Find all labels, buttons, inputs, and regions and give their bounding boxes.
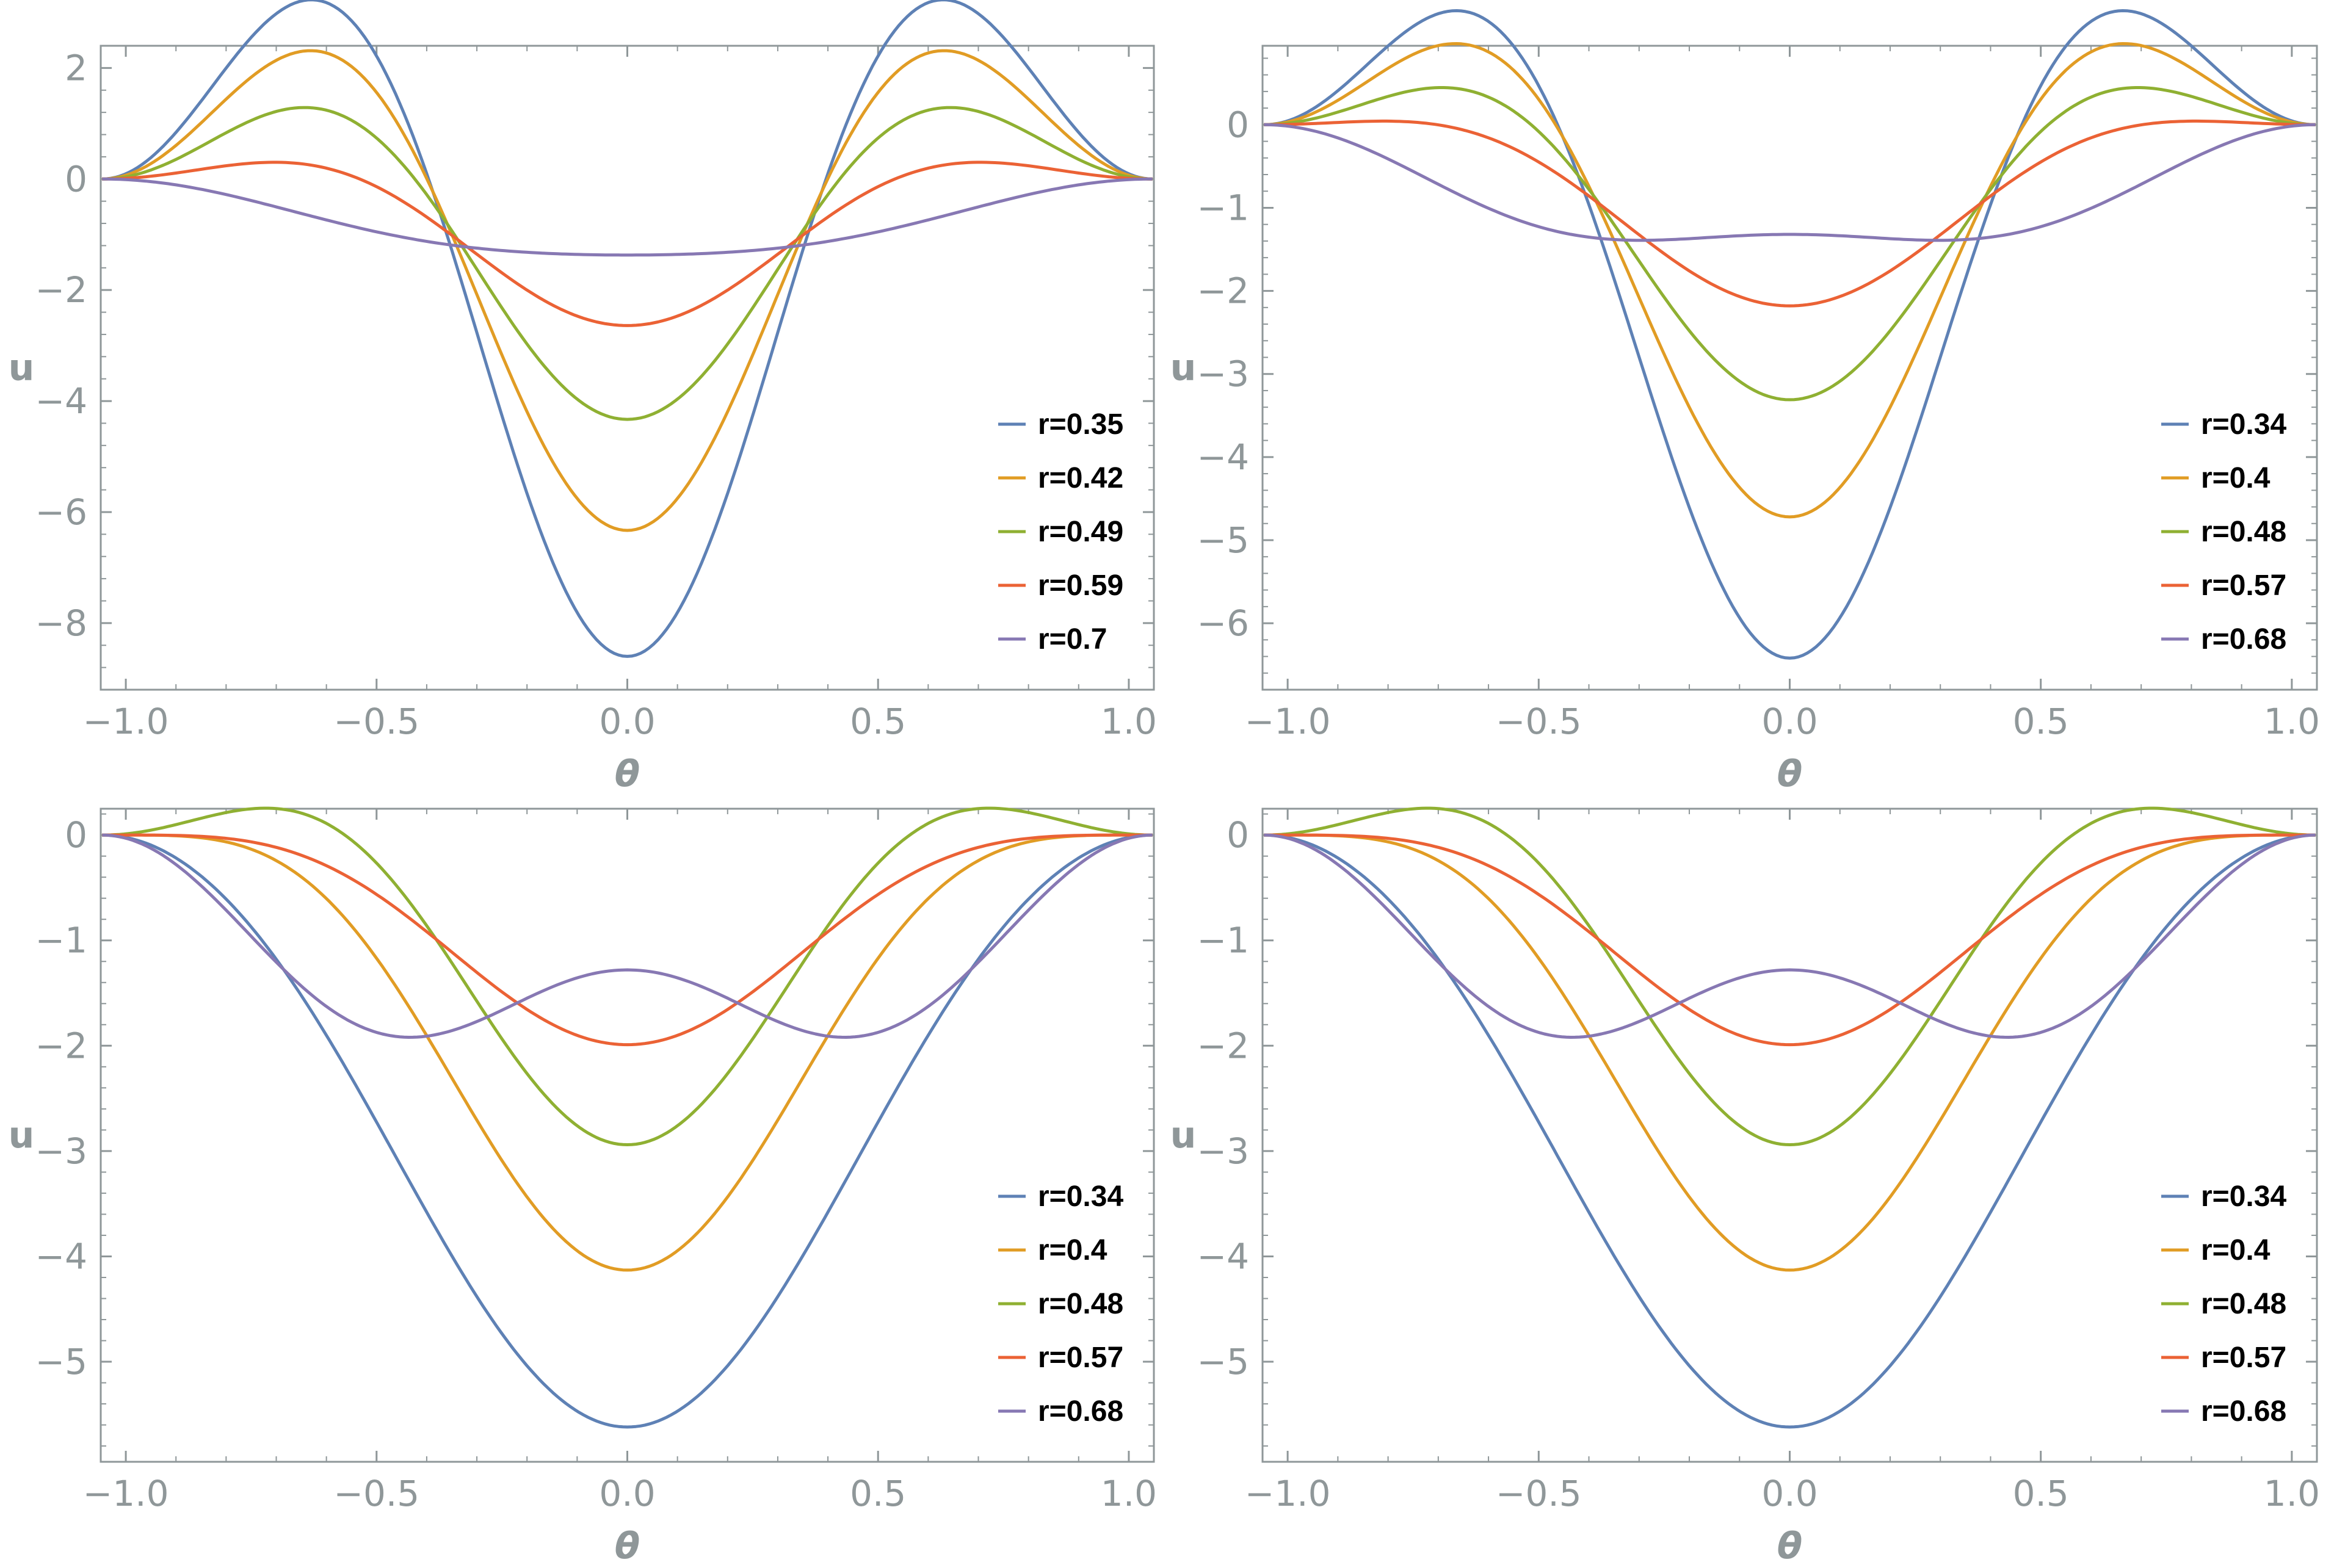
y-tick-label: 0 <box>65 158 87 200</box>
legend-label-3: r=0.48 <box>2201 516 2286 548</box>
y-tick-label: −5 <box>35 1341 88 1382</box>
y-tick-label: −5 <box>1197 519 1250 561</box>
legend-label-1: r=0.34 <box>2201 408 2286 441</box>
series-line-2 <box>102 49 1153 532</box>
series-line-2 <box>1264 42 2316 519</box>
y-tick-label: −5 <box>1197 1341 1250 1382</box>
series-line-3 <box>102 806 1153 1146</box>
legend-label-3: r=0.48 <box>1038 1288 1123 1320</box>
y-tick-label: −2 <box>35 1025 88 1066</box>
x-axis-label: θ <box>615 1525 640 1567</box>
x-tick-label: 1.0 <box>2264 1473 2320 1514</box>
y-axis-label: u <box>9 347 35 389</box>
legend-label-2: r=0.4 <box>2201 462 2271 494</box>
y-tick-label: −4 <box>35 1235 88 1277</box>
legend-label-1: r=0.35 <box>1038 408 1123 441</box>
y-tick-label: −1 <box>1197 187 1250 228</box>
series-line-3 <box>1264 86 2316 402</box>
x-axis-label: θ <box>615 753 640 795</box>
x-tick-label: −1.0 <box>83 1473 169 1514</box>
legend-label-5: r=0.68 <box>1038 1395 1123 1428</box>
series-line-4 <box>1264 119 2316 308</box>
y-tick-label: −6 <box>35 491 88 533</box>
chart-panel-2: −1.0 −0.5 0.0 0.5 1.0 0 −1 −2 −3 −4 −5 −6 θ u r=0.34 r=… <box>1170 9 2320 795</box>
y-tick-label: −3 <box>1197 1130 1250 1172</box>
x-tick-label: 0.0 <box>599 1473 655 1514</box>
series-line-2 <box>1264 833 2316 1272</box>
x-tick-label: −0.5 <box>333 701 419 742</box>
series-line-4 <box>102 161 1153 327</box>
y-tick-label: −3 <box>35 1130 88 1172</box>
legend-label-3: r=0.48 <box>2201 1288 2286 1320</box>
x-tick-label: −1.0 <box>83 701 169 742</box>
series-line-3 <box>1264 806 2316 1146</box>
y-tick-label: −3 <box>1197 353 1250 395</box>
legend-label-4: r=0.59 <box>1038 569 1123 602</box>
legend-label-5: r=0.7 <box>1038 623 1107 656</box>
series-line-4 <box>102 833 1153 1047</box>
legend-label-4: r=0.57 <box>2201 569 2286 602</box>
x-tick-label: 1.0 <box>1101 701 1157 742</box>
x-tick-label: −0.5 <box>333 1473 419 1514</box>
x-axis-label: θ <box>1777 1525 1802 1567</box>
x-tick-label: 0.0 <box>599 701 655 742</box>
x-axis-label: θ <box>1777 753 1802 795</box>
series-line-2 <box>102 833 1153 1272</box>
y-tick-label: 2 <box>65 47 87 89</box>
chart-panel-4: −1.0 −0.5 0.0 0.5 1.0 0 −1 −2 −3 −4 −5 θ u r=0.34 r=0.… <box>1170 806 2320 1567</box>
series-line-3 <box>102 106 1153 421</box>
legend-label-4: r=0.57 <box>2201 1342 2286 1374</box>
series-line-5 <box>1264 123 2316 242</box>
y-tick-label: −2 <box>1197 270 1250 312</box>
x-tick-label: 0.0 <box>1761 1473 1818 1514</box>
y-tick-label: −1 <box>35 920 88 961</box>
chart-panel-1: −1.0 −0.5 0.0 0.5 1.0 2 0 −2 −4 −6 −8 θ u r=0.35 r=0.4… <box>9 0 1157 795</box>
series-line-1 <box>102 833 1153 1429</box>
y-axis-label: u <box>1170 347 1197 389</box>
x-tick-label: −1.0 <box>1245 701 1331 742</box>
y-axis-label: u <box>9 1114 35 1157</box>
series-line-5 <box>102 833 1153 1039</box>
series-line-1 <box>1264 9 2316 660</box>
y-axis-label: u <box>1170 1114 1197 1157</box>
x-tick-label: −0.5 <box>1496 701 1582 742</box>
legend-label-2: r=0.42 <box>1038 462 1123 494</box>
x-tick-label: 0.5 <box>850 1473 906 1514</box>
x-tick-label: 1.0 <box>1101 1473 1157 1514</box>
y-tick-label: 0 <box>65 814 87 856</box>
chart-panel-3: −1.0 −0.5 0.0 0.5 1.0 0 −1 −2 −3 −4 −5 θ u r=0.34 r=0.… <box>9 806 1157 1567</box>
series-line-5 <box>1264 833 2316 1039</box>
legend-label-2: r=0.4 <box>1038 1234 1107 1266</box>
legend-label-4: r=0.57 <box>1038 1342 1123 1374</box>
legend-label-2: r=0.4 <box>2201 1234 2271 1266</box>
x-tick-label: −0.5 <box>1496 1473 1582 1514</box>
legend-label-1: r=0.34 <box>1038 1180 1123 1213</box>
legend-label-5: r=0.68 <box>2201 1395 2286 1428</box>
legend-label-5: r=0.68 <box>2201 623 2286 656</box>
y-tick-label: −1 <box>1197 920 1250 961</box>
x-tick-label: 0.5 <box>850 701 906 742</box>
y-tick-label: −2 <box>35 269 88 311</box>
x-tick-label: 0.0 <box>1761 701 1818 742</box>
series-line-4 <box>1264 833 2316 1047</box>
series-line-1 <box>102 0 1153 658</box>
y-tick-label: −6 <box>1197 602 1250 644</box>
y-tick-label: 0 <box>1227 814 1249 856</box>
x-tick-label: 0.5 <box>2013 701 2069 742</box>
y-tick-label: −2 <box>1197 1025 1250 1066</box>
legend-label-3: r=0.49 <box>1038 516 1123 548</box>
series-line-1 <box>1264 833 2316 1429</box>
x-tick-label: −1.0 <box>1245 1473 1331 1514</box>
y-tick-label: −4 <box>1197 436 1250 478</box>
y-tick-label: −4 <box>1197 1235 1250 1277</box>
y-tick-label: 0 <box>1227 104 1249 145</box>
y-tick-label: −8 <box>35 602 88 644</box>
series-line-5 <box>102 177 1153 257</box>
y-tick-label: −4 <box>35 380 88 422</box>
x-tick-label: 1.0 <box>2264 701 2320 742</box>
legend-label-1: r=0.34 <box>2201 1180 2286 1213</box>
x-tick-label: 0.5 <box>2013 1473 2069 1514</box>
